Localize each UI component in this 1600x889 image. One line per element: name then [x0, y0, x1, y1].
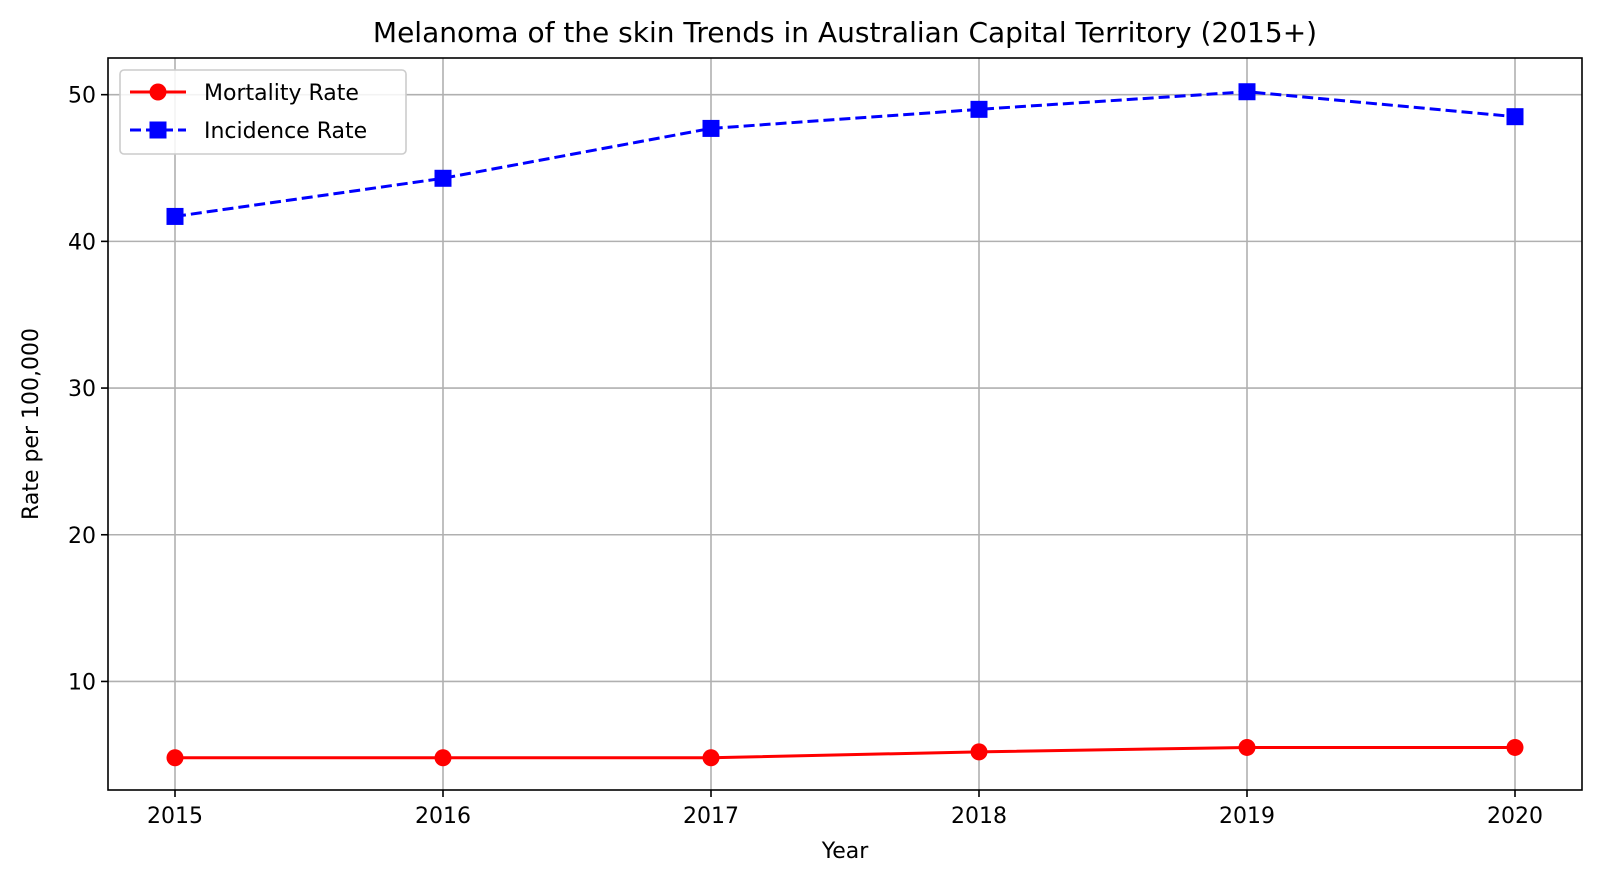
x-axis-title: Year — [821, 839, 870, 864]
grid — [108, 58, 1582, 790]
chart-title: Melanoma of the skin Trends in Australia… — [373, 16, 1317, 49]
incidence-rate-point — [702, 119, 720, 137]
mortality-rate-point — [1506, 738, 1524, 756]
series-line-mortality-rate — [175, 745, 1515, 760]
y-tick-label: 10 — [68, 670, 96, 695]
legend-marker-square — [149, 121, 167, 139]
legend-marker-circle — [149, 83, 167, 101]
legend-label: Incidence Rate — [204, 119, 367, 144]
y-tick-label: 30 — [68, 377, 96, 402]
series-line-incidence-rate — [174, 90, 1516, 218]
mortality-rate-point — [970, 743, 988, 761]
legend: Mortality Rate Incidence Rate — [119, 69, 407, 155]
axis-ticks: 2015 2016 2017 2018 2019 2020 10 20 30 40 50 — [68, 84, 1543, 829]
x-tick-label: 2018 — [951, 804, 1007, 829]
series-layer — [166, 83, 1524, 767]
plot-frame — [107, 57, 1583, 791]
x-tick-label: 2020 — [1487, 804, 1543, 829]
incidence-rate-point — [166, 207, 184, 225]
y-tick-label: 40 — [68, 230, 96, 255]
mortality-rate-point — [166, 749, 184, 767]
x-tick-label: 2015 — [147, 804, 203, 829]
y-axis-title: Rate per 100,000 — [19, 328, 44, 520]
incidence-rate-point — [970, 100, 988, 118]
mortality-rate-point — [702, 749, 720, 767]
y-tick-label: 20 — [68, 524, 96, 549]
x-tick-label: 2017 — [683, 804, 739, 829]
legend-box — [119, 69, 407, 155]
mortality-rate-point — [434, 749, 452, 767]
legend-label: Mortality Rate — [204, 81, 359, 106]
incidence-rate-point — [1506, 108, 1524, 126]
incidence-rate-point — [1238, 83, 1256, 101]
incidence-rate-point — [434, 169, 452, 187]
mortality-rate-point — [1238, 738, 1256, 756]
x-tick-label: 2016 — [415, 804, 471, 829]
y-tick-label: 50 — [68, 84, 96, 109]
x-tick-label: 2019 — [1219, 804, 1275, 829]
